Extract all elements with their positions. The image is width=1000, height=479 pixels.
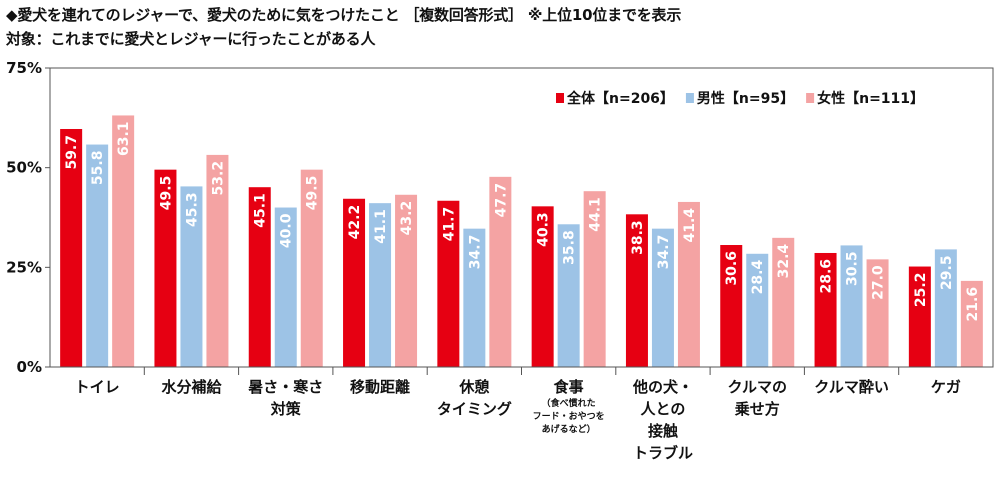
legend-label: 男性【n=95】 (697, 90, 794, 107)
x-category-sublabel: あげるなど） (542, 423, 596, 435)
bar (866, 259, 889, 367)
x-category-sublabel: フード・おやつを (533, 411, 605, 422)
x-category-label: 対策 (270, 400, 302, 418)
data-label: 21.6 (965, 287, 981, 322)
data-label: 30.6 (724, 251, 740, 286)
x-category-label: 乗せ方 (735, 400, 780, 418)
bar (746, 253, 769, 367)
bar (395, 194, 418, 367)
data-label: 28.6 (819, 259, 835, 294)
data-label: 32.4 (776, 244, 792, 279)
data-label: 28.4 (750, 260, 766, 295)
bar (960, 280, 983, 367)
chart-title: ◆愛犬を連れてのレジャーで、愛犬のために気をつけたこと ［複数回答形式］ ※上位… (6, 6, 682, 24)
data-label: 25.2 (913, 273, 929, 308)
x-category-label: 食事 (554, 378, 584, 396)
data-label: 27.0 (871, 265, 887, 300)
data-label: 45.3 (184, 192, 200, 227)
bar (154, 169, 177, 367)
data-label: 40.0 (279, 213, 295, 248)
data-label: 30.5 (845, 251, 861, 286)
bar (489, 176, 512, 367)
data-label: 47.7 (493, 183, 509, 218)
x-category-label: トイレ (75, 378, 120, 396)
x-category-sublabel: （食べ慣れた (542, 397, 596, 409)
legend-label: 女性【n=111】 (817, 90, 924, 107)
data-label: 59.7 (64, 135, 80, 170)
data-label: 42.2 (347, 205, 363, 240)
y-tick-label: 50% (6, 159, 42, 177)
data-label: 63.1 (116, 121, 132, 156)
bar (274, 207, 297, 367)
data-label: 45.1 (253, 193, 269, 228)
data-label: 44.1 (588, 197, 604, 232)
legend-label: 全体【n=206】 (566, 90, 674, 107)
x-category-label: 接触 (648, 422, 678, 440)
bar (180, 186, 203, 367)
bar (651, 228, 674, 367)
bar (531, 206, 554, 367)
bar (343, 198, 366, 367)
bar (772, 237, 795, 367)
bar (248, 187, 271, 367)
data-label: 53.2 (210, 161, 226, 196)
x-category-label: 人との (641, 400, 686, 418)
x-category-label: 水分補給 (161, 378, 222, 396)
bar (437, 200, 460, 367)
x-category-label: トラブル (633, 444, 693, 462)
bar (908, 266, 931, 367)
data-label: 40.3 (536, 212, 552, 247)
x-category-label: クルマ酔い (814, 378, 889, 396)
bar (583, 191, 606, 367)
bar (934, 249, 957, 367)
data-label: 41.7 (441, 207, 457, 242)
bar (677, 201, 700, 367)
x-category-label: タイミング (437, 400, 512, 418)
data-label: 34.7 (467, 235, 483, 270)
y-tick-label: 25% (6, 258, 42, 276)
data-label: 49.5 (158, 176, 174, 211)
bars-group (60, 115, 983, 367)
bar (60, 128, 83, 367)
x-category-label: クルマの (727, 378, 787, 396)
bar (463, 228, 486, 367)
data-label: 43.2 (399, 201, 415, 236)
bar (369, 203, 392, 367)
bar (206, 154, 229, 367)
legend: 全体【n=206】 男性【n=95】 女性【n=111】 (556, 90, 924, 107)
bar (720, 245, 743, 367)
bar (112, 115, 135, 367)
bar (300, 169, 323, 367)
x-category-label: 移動距離 (350, 378, 410, 396)
data-label: 55.8 (90, 151, 106, 186)
legend-swatch (806, 93, 815, 103)
bar (625, 214, 648, 367)
bar (557, 224, 580, 367)
data-label: 41.1 (373, 209, 389, 244)
y-tick-label: 75% (6, 59, 42, 77)
legend-swatch (556, 93, 564, 103)
x-category-label: 他の犬・ (632, 378, 693, 396)
data-label: 29.5 (939, 255, 955, 290)
chart-subtitle: 対象：これまでに愛犬とレジャーに行ったことがある人 (6, 30, 376, 48)
data-label: 34.7 (656, 235, 672, 270)
bar (840, 245, 863, 367)
data-label: 49.5 (305, 176, 321, 211)
legend-swatch (685, 93, 694, 103)
bar (86, 144, 109, 367)
x-category-label: ケガ (931, 378, 961, 396)
y-tick-label: 0% (17, 358, 42, 376)
x-category-label: 休憩 (458, 378, 489, 396)
data-label: 41.4 (682, 208, 698, 243)
data-label: 38.3 (630, 220, 646, 255)
labels-group: 59.7 55.8 63.1 49.5 45.3 53.2 45.1 40.0 49.5 42.2… (64, 121, 981, 321)
bar (814, 252, 837, 367)
data-label: 35.8 (562, 230, 578, 265)
x-category-label: 暑さ・寒さ (248, 378, 323, 396)
